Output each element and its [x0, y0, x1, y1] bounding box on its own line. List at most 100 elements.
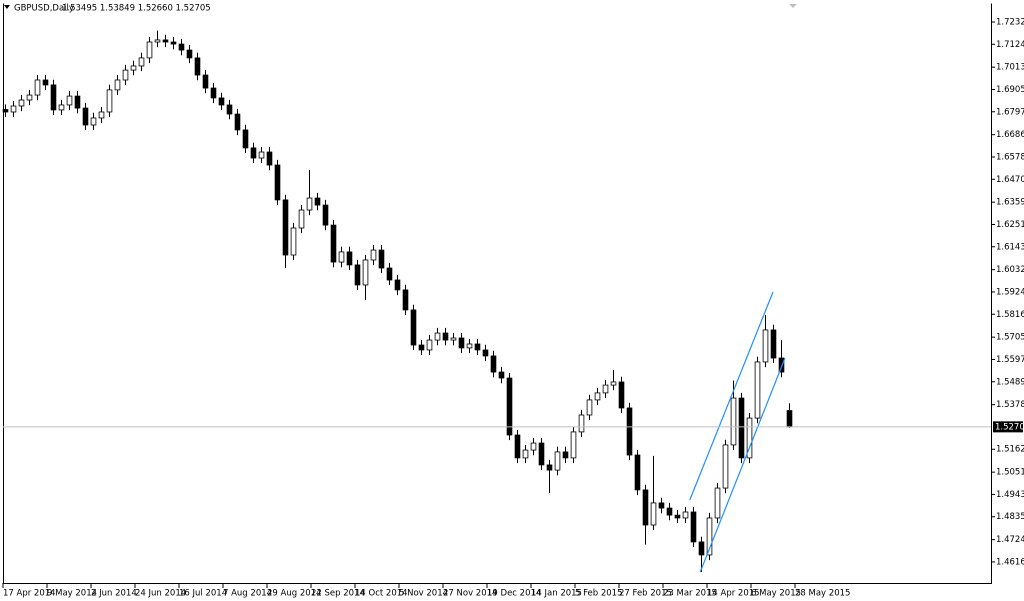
candle-body: [306, 197, 313, 211]
candle-body: [90, 117, 97, 126]
candle-body: [674, 514, 681, 519]
candle-body: [82, 107, 89, 126]
candle-body: [506, 377, 513, 436]
x-tick-label: 29 Aug 2014: [267, 589, 321, 599]
candle-body: [34, 79, 41, 96]
candle-body: [522, 449, 529, 459]
candle-body: [210, 87, 217, 99]
candle-body: [58, 104, 65, 111]
candle-body: [218, 97, 225, 106]
candle-body: [314, 197, 321, 206]
y-tick-label: 1.58160: [996, 310, 1024, 320]
x-tick-label: 2 Jun 2014: [91, 589, 137, 599]
y-tick-label: 1.50510: [996, 468, 1024, 478]
candle-body: [362, 259, 369, 286]
x-tick-label: 17 Apr 2014: [3, 589, 56, 599]
candle-body: [610, 381, 617, 386]
x-tick-label: 6 May 2015: [751, 589, 801, 599]
candle-body: [26, 94, 33, 101]
candle-body: [730, 397, 737, 446]
candle-body: [778, 357, 785, 373]
candle-body: [530, 442, 537, 451]
candle-body: [394, 279, 401, 291]
candle-body: [146, 41, 153, 59]
candle-body: [138, 57, 145, 67]
candle-body: [594, 392, 601, 401]
candle-body: [274, 164, 281, 201]
candle-body: [562, 451, 569, 459]
y-tick-label: 1.49430: [996, 490, 1024, 500]
candle-body: [10, 105, 17, 113]
candle-body: [298, 209, 305, 229]
candle-body: [266, 151, 273, 166]
candle-body: [202, 74, 209, 89]
candle-body: [346, 251, 353, 266]
candle-body: [410, 309, 417, 346]
candle-body: [402, 289, 409, 311]
candle-body: [42, 79, 49, 86]
x-tick-label: 27 Feb 2015: [619, 589, 672, 599]
x-tick-label: 19 Dec 2014: [487, 589, 541, 599]
candle-body: [114, 79, 121, 91]
candle-body: [498, 371, 505, 379]
y-tick-label: 1.59240: [996, 287, 1024, 297]
candle-body: [170, 41, 177, 45]
y-tick-label: 1.48350: [996, 512, 1024, 522]
candle-body: [186, 49, 193, 59]
price-label: 1.52705: [995, 422, 1024, 432]
candle-body: [178, 43, 185, 51]
candle-body: [330, 224, 337, 263]
y-tick-label: 1.62510: [996, 220, 1024, 230]
candle-body: [682, 511, 689, 519]
candle-body: [626, 407, 633, 456]
candle-body: [234, 113, 241, 131]
y-tick-label: 1.54890: [996, 377, 1024, 387]
candle-body: [738, 397, 745, 459]
candle-body: [290, 227, 297, 256]
x-tick-label: 14 Jan 2015: [531, 589, 582, 599]
candle-body: [650, 502, 657, 526]
candle-body: [642, 489, 649, 526]
candle-body: [74, 95, 81, 109]
candle-body: [386, 267, 393, 281]
candle-body: [706, 517, 713, 556]
candle-body: [754, 361, 761, 419]
candle-body: [322, 204, 329, 226]
candle-body: [690, 511, 697, 543]
candle-body: [250, 147, 257, 159]
y-tick-label: 1.46160: [996, 557, 1024, 567]
candle-body: [354, 264, 361, 286]
chart-frame: [3, 3, 992, 584]
candle-body: [66, 95, 73, 106]
x-tick-label: 16 Jul 2014: [179, 589, 227, 599]
candle-body: [2, 109, 9, 113]
candle-body: [442, 332, 449, 341]
chart-shift-marker: [789, 4, 797, 8]
candle-body: [106, 89, 113, 113]
candle-body: [714, 487, 721, 519]
x-tick-label: 23 Mar 2015: [663, 589, 717, 599]
trendline: [699, 357, 786, 573]
y-tick-label: 1.71240: [996, 40, 1024, 50]
x-tick-label: 14 Oct 2014: [355, 589, 408, 599]
candle-body: [586, 399, 593, 416]
candle-body: [338, 251, 345, 263]
candle-body: [538, 442, 545, 466]
candle-body: [666, 507, 673, 516]
y-tick-label: 1.55970: [996, 355, 1024, 365]
y-tick-label: 1.65780: [996, 152, 1024, 162]
candle-body: [378, 249, 385, 269]
trendline: [689, 291, 774, 501]
candle-body: [514, 434, 521, 459]
candle-body: [130, 65, 137, 71]
symbol-menu-icon[interactable]: [4, 5, 10, 9]
candle-body: [786, 410, 793, 428]
y-tick-label: 1.69050: [996, 85, 1024, 95]
candle-body: [282, 199, 289, 256]
x-tick-label: 22 Sep 2014: [311, 589, 365, 599]
candle-body: [746, 417, 753, 459]
candle-body: [18, 99, 25, 107]
price-label-box: [993, 421, 1023, 433]
candle-body: [154, 39, 161, 43]
